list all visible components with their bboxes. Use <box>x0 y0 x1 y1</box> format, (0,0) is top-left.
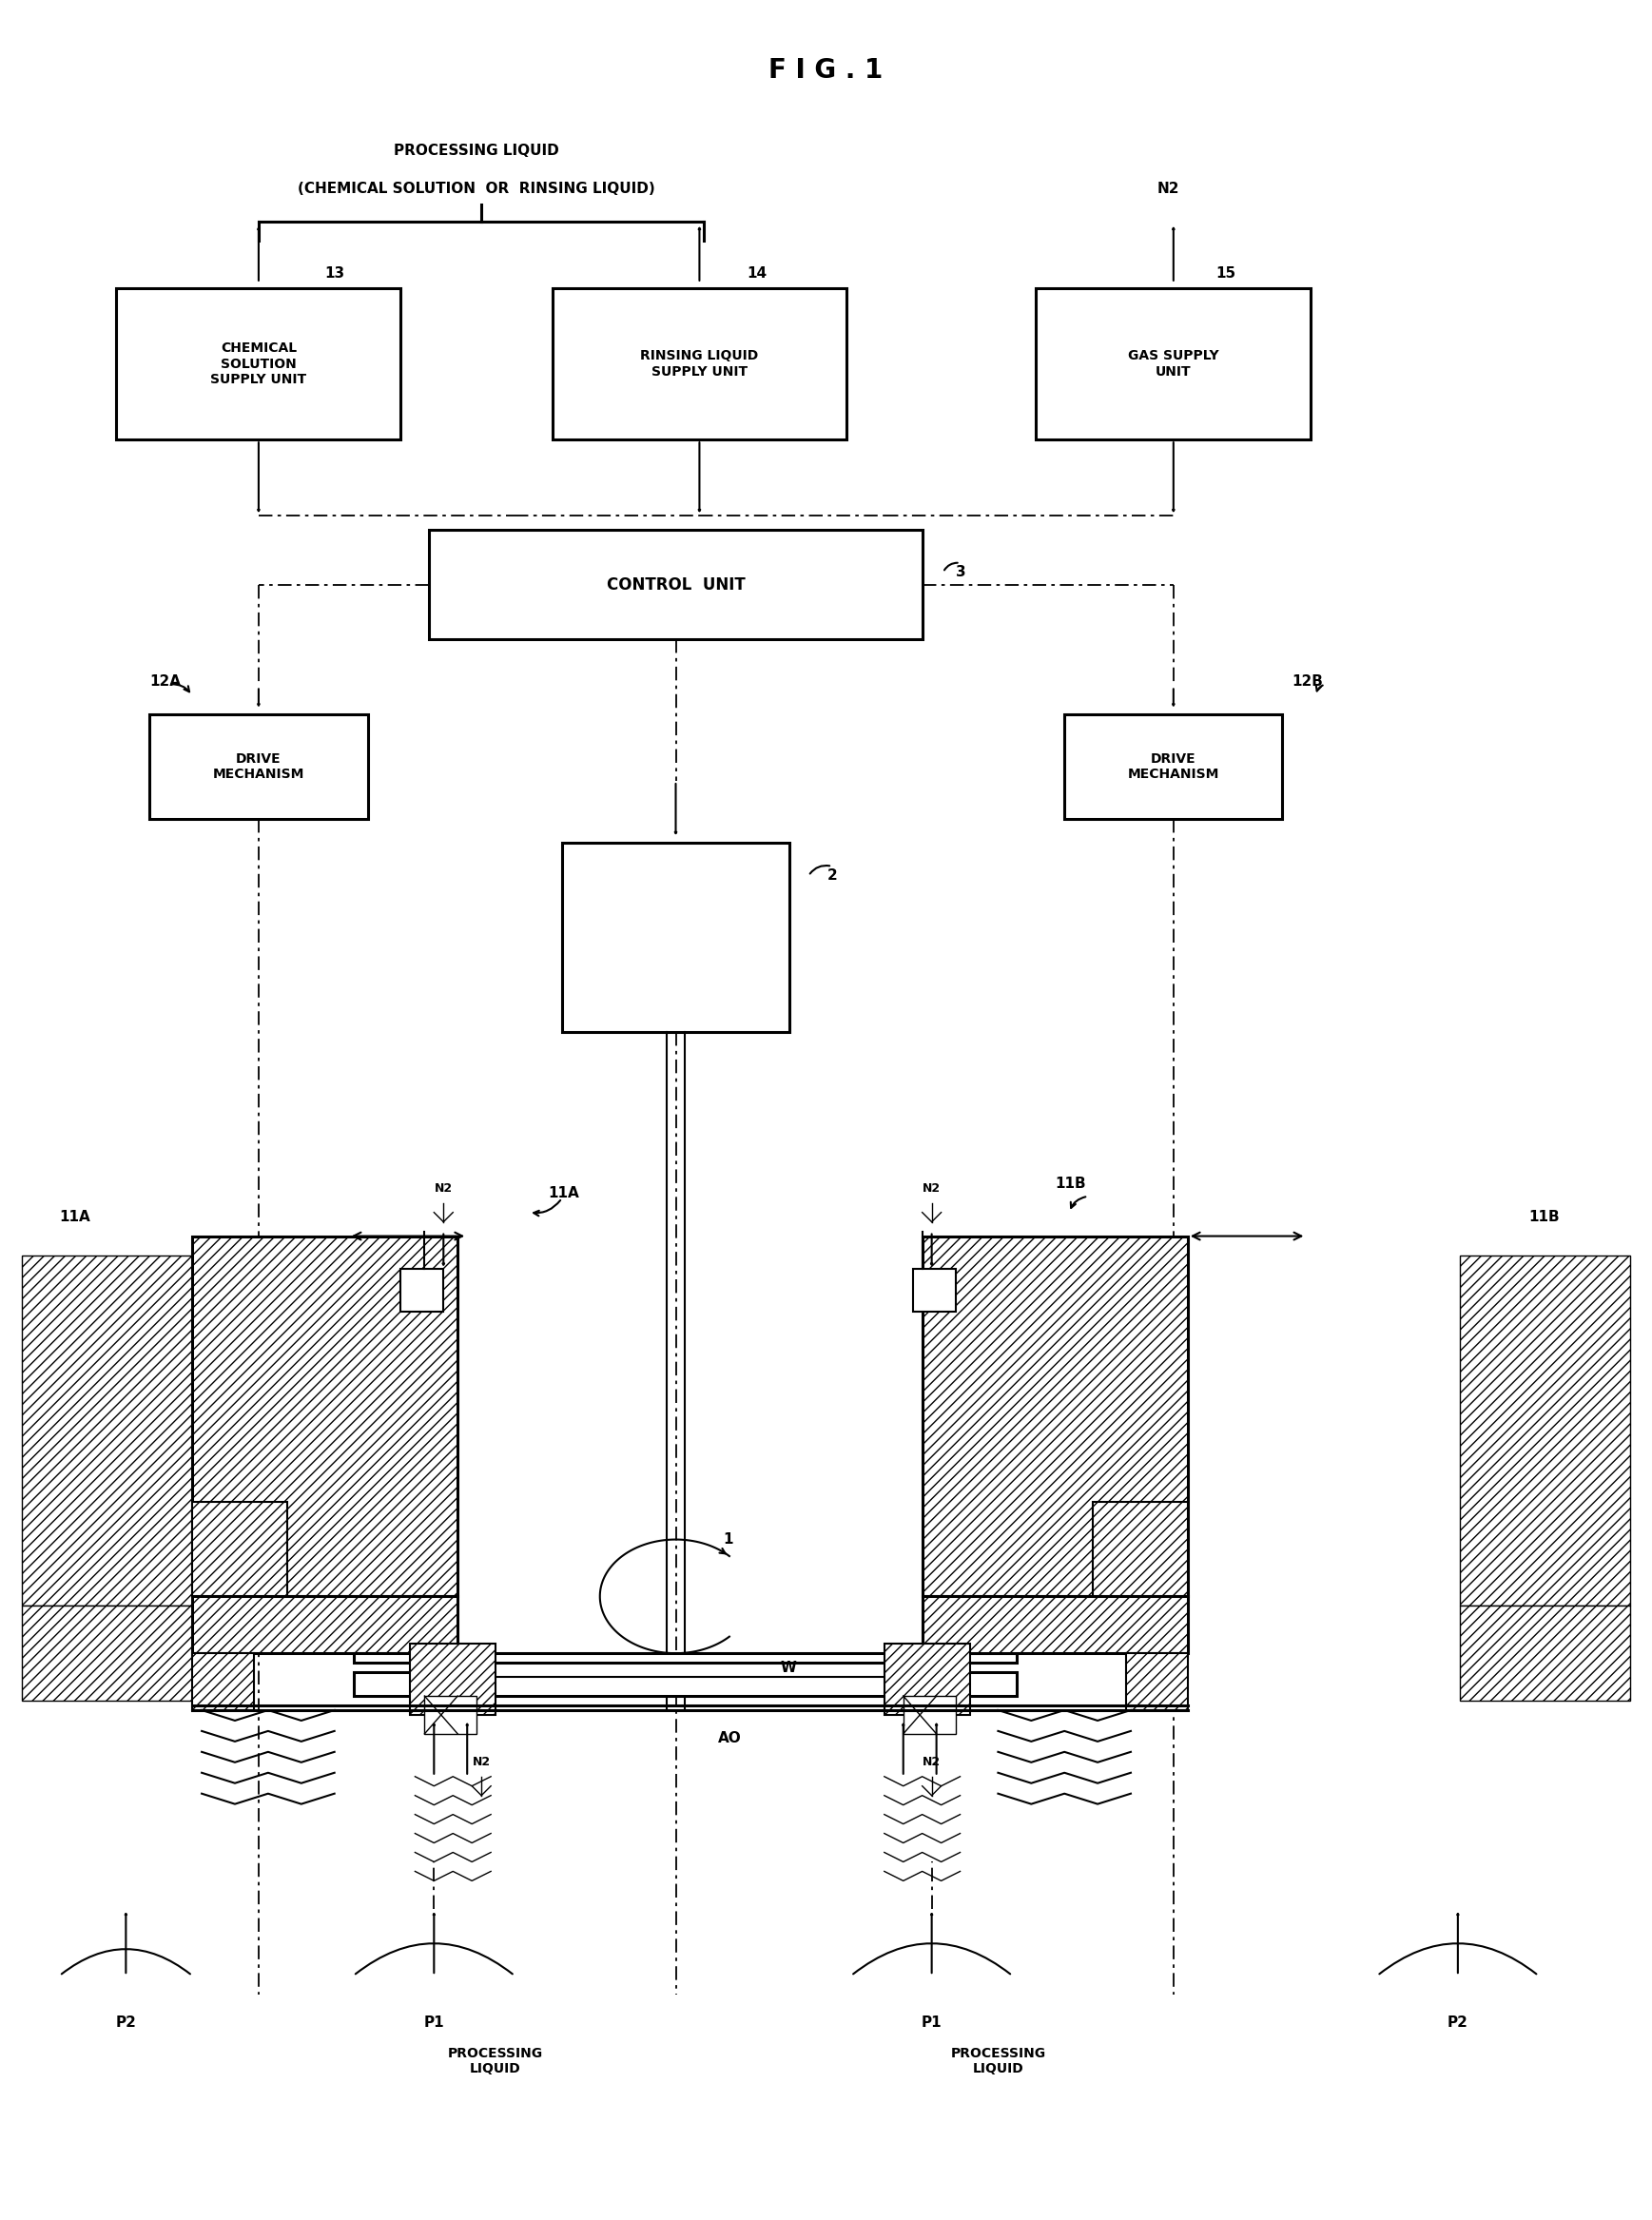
Bar <box>562 844 790 1032</box>
Bar <box>150 715 368 819</box>
Bar <box>477 1658 894 1676</box>
Bar <box>192 1654 254 1709</box>
Text: N2: N2 <box>472 1756 491 1769</box>
Text: DRIVE
MECHANISM: DRIVE MECHANISM <box>213 753 304 781</box>
Bar <box>884 1643 970 1714</box>
Bar <box>50 1321 173 1492</box>
Bar <box>1127 1654 1188 1709</box>
Text: 15: 15 <box>1216 266 1236 282</box>
Text: 13: 13 <box>325 266 345 282</box>
Bar <box>410 1643 496 1714</box>
Bar <box>192 1596 458 1654</box>
Bar <box>425 1696 477 1734</box>
Bar <box>1036 289 1312 440</box>
Bar <box>922 1237 1188 1596</box>
Text: 2: 2 <box>828 868 838 884</box>
Text: PROCESSING LIQUID: PROCESSING LIQUID <box>395 144 560 158</box>
Bar <box>192 1237 458 1596</box>
Text: P2: P2 <box>116 2016 135 2029</box>
Bar <box>1064 715 1282 819</box>
Bar <box>1460 1254 1631 1605</box>
Text: RINSING LIQUID
SUPPLY UNIT: RINSING LIQUID SUPPLY UNIT <box>641 349 758 377</box>
Bar <box>1482 1321 1604 1492</box>
Text: 12A: 12A <box>150 675 182 688</box>
Bar <box>354 1672 1018 1696</box>
Text: 12B: 12B <box>1292 675 1323 688</box>
Bar <box>1094 1501 1188 1596</box>
Bar <box>1460 1605 1631 1701</box>
Bar <box>430 531 922 639</box>
Text: AO: AO <box>719 1732 742 1745</box>
Text: P1: P1 <box>423 2016 444 2029</box>
Bar <box>354 1654 1018 1663</box>
Text: 1: 1 <box>724 1532 733 1547</box>
Text: N2: N2 <box>922 1756 940 1769</box>
Text: 11A: 11A <box>548 1185 578 1201</box>
Text: N2: N2 <box>1158 182 1180 195</box>
Bar <box>21 1254 192 1605</box>
Text: N2: N2 <box>922 1183 940 1194</box>
Text: W: W <box>780 1661 796 1674</box>
Text: 11B: 11B <box>1530 1210 1559 1223</box>
Bar <box>922 1596 1188 1654</box>
Bar <box>192 1501 287 1596</box>
Bar <box>552 289 846 440</box>
Text: CONTROL  UNIT: CONTROL UNIT <box>606 577 745 593</box>
Bar <box>116 289 401 440</box>
Text: P1: P1 <box>922 2016 942 2029</box>
Text: DRIVE
MECHANISM: DRIVE MECHANISM <box>1128 753 1219 781</box>
Bar <box>50 1492 126 1587</box>
Bar <box>904 1696 955 1734</box>
Text: (CHEMICAL SOLUTION  OR  RINSING LIQUID): (CHEMICAL SOLUTION OR RINSING LIQUID) <box>297 182 656 195</box>
Text: CHEMICAL
SOLUTION
SUPPLY UNIT: CHEMICAL SOLUTION SUPPLY UNIT <box>210 342 307 386</box>
Text: 3: 3 <box>955 566 965 579</box>
Text: P2: P2 <box>1447 2016 1469 2029</box>
Text: GAS SUPPLY
UNIT: GAS SUPPLY UNIT <box>1128 349 1219 377</box>
Text: F I G . 1: F I G . 1 <box>768 56 882 82</box>
Bar <box>21 1605 192 1701</box>
Bar <box>1500 1492 1576 1587</box>
Text: 14: 14 <box>747 266 767 282</box>
Text: 11A: 11A <box>59 1210 91 1223</box>
Bar <box>401 1270 443 1312</box>
Text: N2: N2 <box>434 1183 453 1194</box>
Text: PROCESSING
LIQUID: PROCESSING LIQUID <box>950 2047 1046 2076</box>
Bar <box>914 1270 955 1312</box>
Text: PROCESSING
LIQUID: PROCESSING LIQUID <box>448 2047 544 2076</box>
Text: 11B: 11B <box>1056 1177 1085 1192</box>
